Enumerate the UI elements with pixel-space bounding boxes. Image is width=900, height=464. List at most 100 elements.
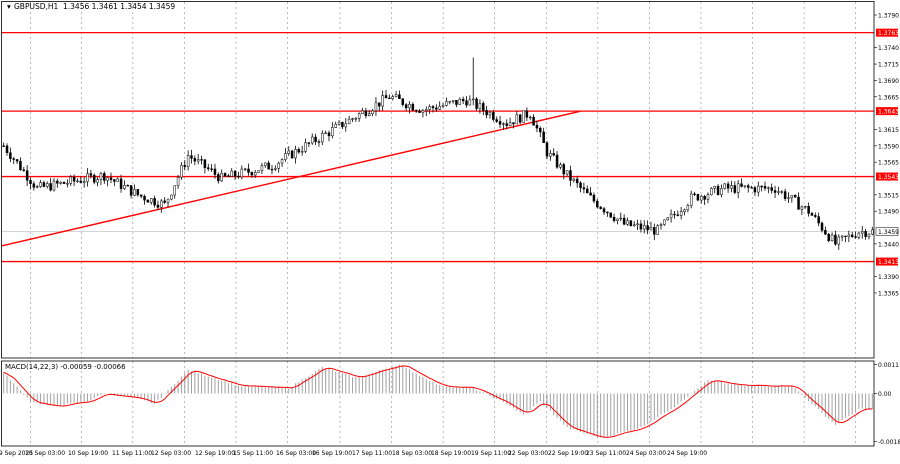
- candle-body: [871, 229, 874, 235]
- candle-body: [260, 165, 264, 171]
- level-badge: [876, 257, 898, 266]
- candle-body: [482, 103, 485, 111]
- candle-body: [32, 183, 36, 188]
- y-tick-label: 1.3490: [878, 209, 899, 216]
- candle-body: [686, 205, 690, 211]
- candle-body: [632, 224, 636, 227]
- candle-body: [740, 183, 743, 187]
- candle-body: [280, 159, 284, 164]
- candle-body: [609, 212, 612, 218]
- candle-body: [59, 181, 62, 184]
- candle-body: [562, 164, 566, 175]
- y-tick-label: 1.3440: [878, 241, 899, 248]
- x-tick-label: 12 Sep 03:00: [151, 450, 191, 457]
- candle-body: [133, 189, 136, 196]
- candle-body: [129, 185, 133, 196]
- candle-body: [49, 183, 52, 191]
- candle-body: [79, 180, 83, 183]
- candle-body: [763, 186, 767, 189]
- candle-body: [458, 98, 462, 105]
- candle-body: [334, 124, 337, 128]
- candle-body: [160, 200, 163, 208]
- candle-body: [146, 199, 150, 203]
- candle-body: [408, 104, 411, 109]
- horizontal-levels-layer[interactable]: [2, 32, 874, 263]
- candle-body: [300, 151, 304, 153]
- candle-body: [653, 227, 656, 235]
- candle-body: [250, 172, 254, 176]
- candle-body: [62, 181, 66, 184]
- candle-body: [52, 180, 56, 191]
- candle-body: [344, 123, 348, 128]
- candle-body: [149, 198, 153, 203]
- candle-body: [656, 225, 659, 235]
- candle-body: [196, 159, 200, 162]
- trendline[interactable]: [1, 110, 581, 247]
- candle-body: [96, 179, 99, 183]
- candle-body: [689, 193, 693, 206]
- candle-body: [310, 136, 314, 144]
- level-badge: [876, 172, 898, 181]
- candle-body: [119, 178, 123, 189]
- candle-body: [274, 168, 277, 170]
- candle-body: [210, 168, 213, 170]
- candle-body: [314, 136, 317, 142]
- candle-body: [639, 223, 643, 230]
- candle-body: [461, 98, 465, 102]
- candle-body: [381, 95, 384, 107]
- macd-tick-label: 0.00: [878, 391, 892, 398]
- candle-body: [82, 181, 86, 183]
- candle-body: [629, 220, 633, 227]
- candle-body: [176, 177, 180, 186]
- candle-body: [659, 224, 663, 227]
- candle-body: [532, 116, 535, 126]
- current-price-label: 1.3459: [878, 229, 899, 236]
- candle-body: [475, 98, 478, 109]
- x-tick-label: 24 Sep 03:00: [626, 450, 666, 457]
- candle-body: [465, 100, 468, 106]
- trendline-layer[interactable]: [1, 110, 581, 247]
- candle-body: [66, 183, 69, 185]
- candle-body: [676, 214, 680, 216]
- candle-body: [227, 175, 230, 177]
- candle-body: [163, 200, 166, 203]
- candle-body: [180, 165, 183, 178]
- candle-body: [730, 185, 733, 189]
- candle-body: [864, 231, 867, 237]
- frame-layer: [1, 1, 875, 447]
- candle-body: [626, 220, 629, 225]
- candle-body: [143, 195, 146, 201]
- candle-body: [42, 182, 46, 187]
- candle-body: [666, 217, 669, 221]
- candle-body: [780, 191, 784, 193]
- candle-body: [290, 150, 294, 159]
- candle-body: [243, 168, 247, 170]
- candle-body: [237, 175, 240, 178]
- candle-body: [606, 211, 609, 214]
- candle-body: [622, 217, 626, 225]
- candle-body: [552, 153, 555, 156]
- candle-body: [803, 205, 807, 208]
- candle-body: [683, 209, 686, 213]
- candle-body: [136, 189, 140, 196]
- level-badge-label: 1.3643: [878, 109, 899, 116]
- candle-body: [515, 114, 519, 125]
- candle-body: [364, 110, 368, 116]
- candle-body: [757, 185, 760, 193]
- candle-body: [341, 121, 344, 128]
- candle-body: [2, 145, 5, 147]
- candle-body: [834, 234, 837, 245]
- x-tick-label: 16 Sep 19:00: [312, 450, 352, 457]
- candle-body: [425, 109, 428, 111]
- candle-body: [471, 98, 475, 101]
- candle-body: [223, 173, 227, 177]
- y-tick-label: 1.3665: [878, 94, 899, 101]
- candle-body: [847, 234, 851, 238]
- current-price-badge: [875, 227, 899, 236]
- candle-body: [321, 133, 324, 143]
- candles-layer: [2, 57, 874, 250]
- candle-body: [277, 162, 280, 169]
